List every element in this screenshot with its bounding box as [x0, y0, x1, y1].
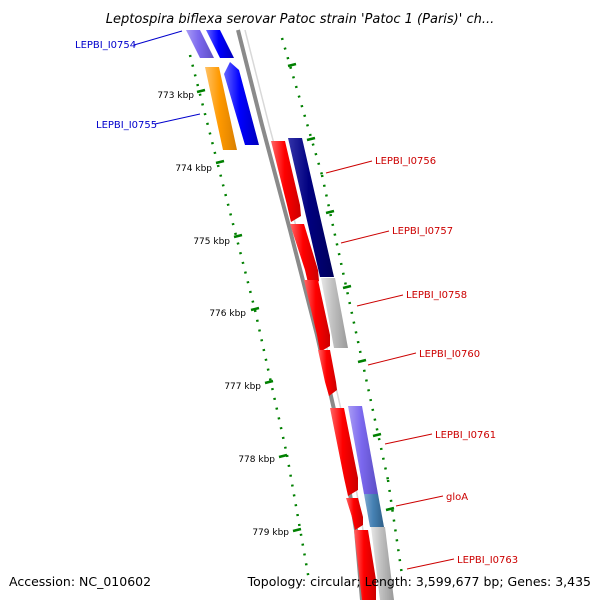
ruler-tick-major — [196, 88, 206, 94]
outer-ruler-tick — [385, 506, 395, 512]
cds-features[interactable] — [186, 30, 394, 600]
inner-ruler: 773 kbp 774 kbp 775 kbp 776 kbp 777 kbp … — [157, 54, 311, 581]
outer-ruler-tick — [306, 136, 316, 142]
ruler-tick-major — [233, 233, 243, 239]
gene-label[interactable]: LEPBI_I0755 — [96, 120, 157, 131]
cds-arrow[interactable] — [304, 280, 330, 352]
gene-label-leader — [340, 230, 390, 244]
gene-label[interactable]: LEPBI_I0754 — [75, 40, 136, 51]
ruler-tick-major — [215, 159, 225, 165]
ruler-tick-label: 776 kbp — [209, 309, 246, 319]
gene-label[interactable]: LEPBI_I0763 — [457, 555, 518, 566]
cds-arrow[interactable] — [288, 138, 334, 277]
ruler-tick-label: 778 kbp — [238, 455, 275, 465]
outer-ruler-dots — [280, 37, 324, 176]
gene-label-leader — [406, 558, 455, 570]
gene-label-leader — [133, 30, 183, 46]
gene-label[interactable]: LEPBI_I0757 — [392, 226, 453, 237]
cds-arrow[interactable] — [371, 527, 394, 600]
ruler-dots-4 — [285, 454, 311, 581]
ruler-tick-major — [250, 306, 260, 312]
ruler-tick-major — [292, 527, 302, 533]
outer-ruler — [280, 37, 404, 576]
cds-arrow[interactable] — [330, 408, 358, 496]
outer-ruler-tick — [325, 209, 335, 215]
gene-label[interactable]: LEPBI_I0761 — [435, 430, 496, 441]
gene-label[interactable]: LEPBI_I0760 — [419, 349, 480, 360]
gene-labels: LEPBI_I0754 LEPBI_I0755 LEPBI_I0756 LEPB… — [75, 30, 518, 570]
gene-label-leader — [154, 113, 201, 125]
ruler-tick-label: 777 kbp — [224, 382, 261, 392]
backbone-outer-line — [236, 29, 364, 600]
gene-label-leader — [325, 160, 373, 174]
cds-arrow[interactable] — [354, 530, 376, 600]
cds-arrow[interactable] — [364, 494, 384, 527]
gene-label-leader — [367, 352, 417, 366]
cds-arrow[interactable] — [318, 350, 337, 396]
gene-label-leader — [384, 433, 433, 445]
ruler-tick-label: 779 kbp — [252, 528, 289, 538]
ruler-tick-label: 774 kbp — [175, 164, 212, 174]
cds-arrow[interactable] — [346, 498, 363, 530]
outer-ruler-tick — [357, 358, 367, 364]
gene-label[interactable]: LEPBI_I0756 — [375, 156, 436, 167]
gene-label[interactable]: LEPBI_I0758 — [406, 290, 467, 301]
topology-summary-text: Topology: circular; Length: 3,599,677 bp… — [247, 574, 591, 589]
outer-ruler-dots — [386, 479, 404, 576]
backbone-inner-line — [244, 29, 370, 600]
ruler-tick-major — [278, 453, 288, 459]
outer-ruler-dots — [320, 174, 364, 361]
cds-arrow[interactable] — [206, 30, 234, 58]
cds-arrow[interactable] — [271, 141, 301, 222]
cds-arrow[interactable] — [224, 62, 259, 145]
accession-text: Accession: NC_010602 — [9, 574, 151, 589]
cds-arrow[interactable] — [321, 278, 348, 348]
outer-ruler-tick — [372, 432, 382, 438]
gene-label-leader — [356, 294, 404, 307]
outer-ruler-dots — [360, 359, 390, 481]
outer-ruler-tick — [342, 284, 352, 290]
gene-label-leader — [395, 495, 444, 507]
cds-arrow[interactable] — [348, 406, 378, 494]
cds-arrow[interactable] — [205, 67, 237, 150]
outer-ruler-tick — [287, 62, 297, 68]
gene-label[interactable]: gloA — [446, 492, 468, 503]
ruler-tick-label: 773 kbp — [157, 91, 194, 101]
cds-arrow[interactable] — [186, 30, 214, 58]
map-title: Leptospira biflexa serovar Patoc strain … — [106, 12, 494, 27]
cds-arrow[interactable] — [290, 224, 319, 287]
ruler-tick-label: 775 kbp — [193, 237, 230, 247]
ruler-tick-major — [264, 379, 274, 385]
